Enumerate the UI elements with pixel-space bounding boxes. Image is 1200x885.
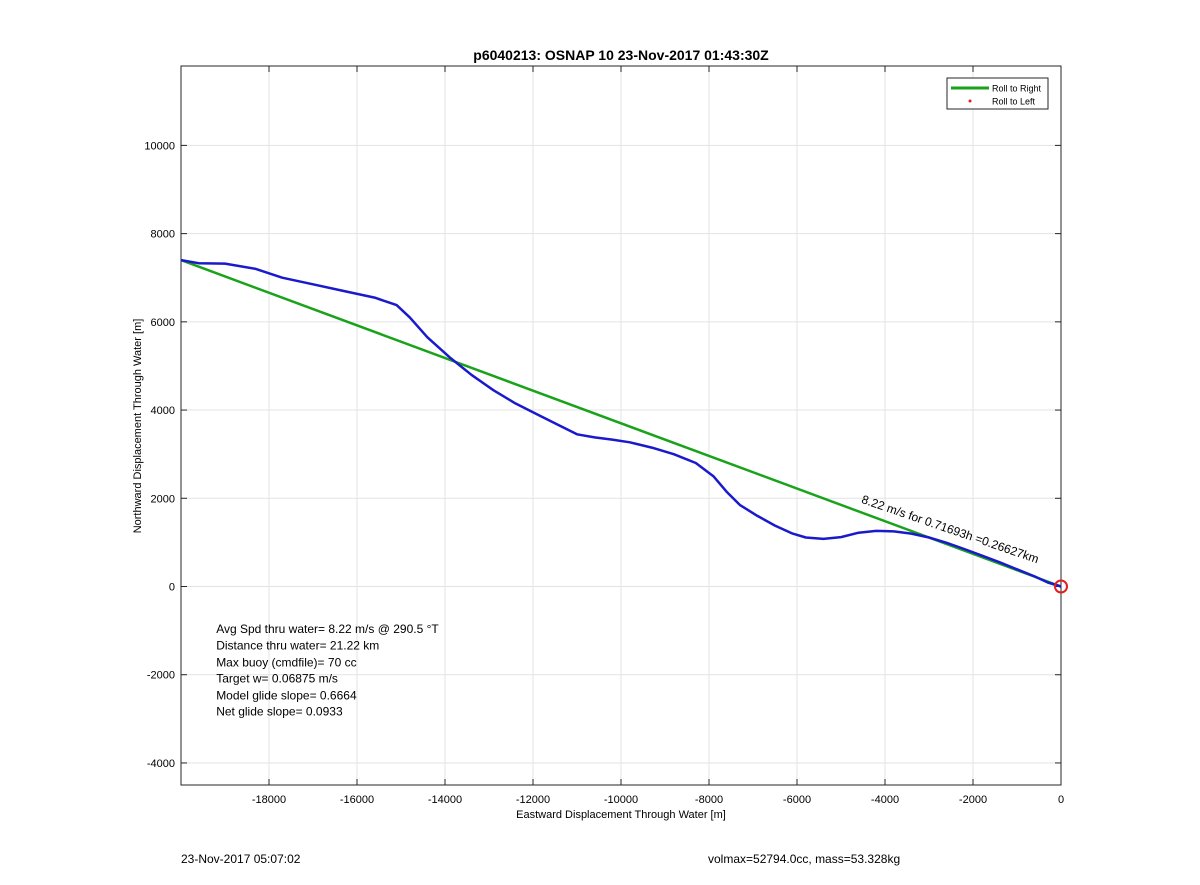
legend: Roll to Right Roll to Left (946, 77, 1049, 110)
end-marker (1054, 579, 1068, 594)
footer-timestamp: 23-Nov-2017 05:07:02 (181, 852, 301, 866)
x-tick-label: -2000 (959, 794, 987, 806)
legend-swatch-dot (968, 99, 972, 103)
y-tick-label: 2000 (151, 493, 175, 505)
y-axis-label: Northward Displacement Through Water [m] (132, 319, 144, 534)
y-tick-label: 4000 (151, 405, 175, 417)
series-line-roll-right (180, 258, 1062, 588)
y-tick-label: 6000 (151, 317, 175, 329)
y-tick-label: 8000 (151, 229, 175, 241)
x-tick-label: -12000 (516, 794, 550, 806)
legend-label: Roll to Right (992, 84, 1042, 94)
y-axis: -4000 -2000 0 2000 4000 6000 8000 10000 (144, 140, 1061, 770)
y-tick-label: -4000 (147, 758, 175, 770)
x-tick-label: 0 (1058, 794, 1064, 806)
x-tick-label: -8000 (695, 794, 723, 806)
x-axis: -18000 -16000 -14000 -12000 -10000 -8000 -6000… (252, 66, 1064, 806)
series-group (180, 258, 1068, 594)
annotation-text: Distance thru water= 21.22 km (216, 639, 379, 653)
x-tick-label: -10000 (604, 794, 638, 806)
x-axis-label: Eastward Displacement Through Water [m] (516, 809, 726, 821)
x-tick-label: -14000 (428, 794, 462, 806)
annotations: 8.22 m/s for 0.71693h =0.26627km Avg Spd … (216, 492, 1040, 718)
grid (181, 66, 1062, 785)
y-tick-label: -2000 (147, 670, 175, 682)
annotation-text: Net glide slope= 0.0933 (216, 705, 343, 719)
annotation-text: Model glide slope= 0.6664 (216, 688, 357, 702)
y-tick-label: 10000 (144, 140, 175, 152)
annotation-text: Max buoy (cmdfile)= 70 cc (216, 655, 356, 669)
x-tick-label: -4000 (871, 794, 899, 806)
annotation-text: Target w= 0.06875 m/s (216, 672, 338, 686)
x-tick-label: -16000 (340, 794, 374, 806)
legend-label: Roll to Left (992, 97, 1036, 107)
chart-title: p6040213: OSNAP 10 23-Nov-2017 01:43:30Z (473, 47, 769, 63)
x-tick-label: -6000 (783, 794, 811, 806)
series-line-track (180, 258, 1062, 588)
annotation-text: Avg Spd thru water= 8.22 m/s @ 290.5 °T (216, 622, 439, 636)
legend-box (946, 77, 1049, 110)
footer-info: volmax=52794.0cc, mass=53.328kg (708, 852, 901, 866)
y-tick-label: 0 (169, 582, 175, 594)
x-tick-label: -18000 (252, 794, 286, 806)
annotation-text: 8.22 m/s for 0.71693h =0.26627km (860, 492, 1041, 566)
